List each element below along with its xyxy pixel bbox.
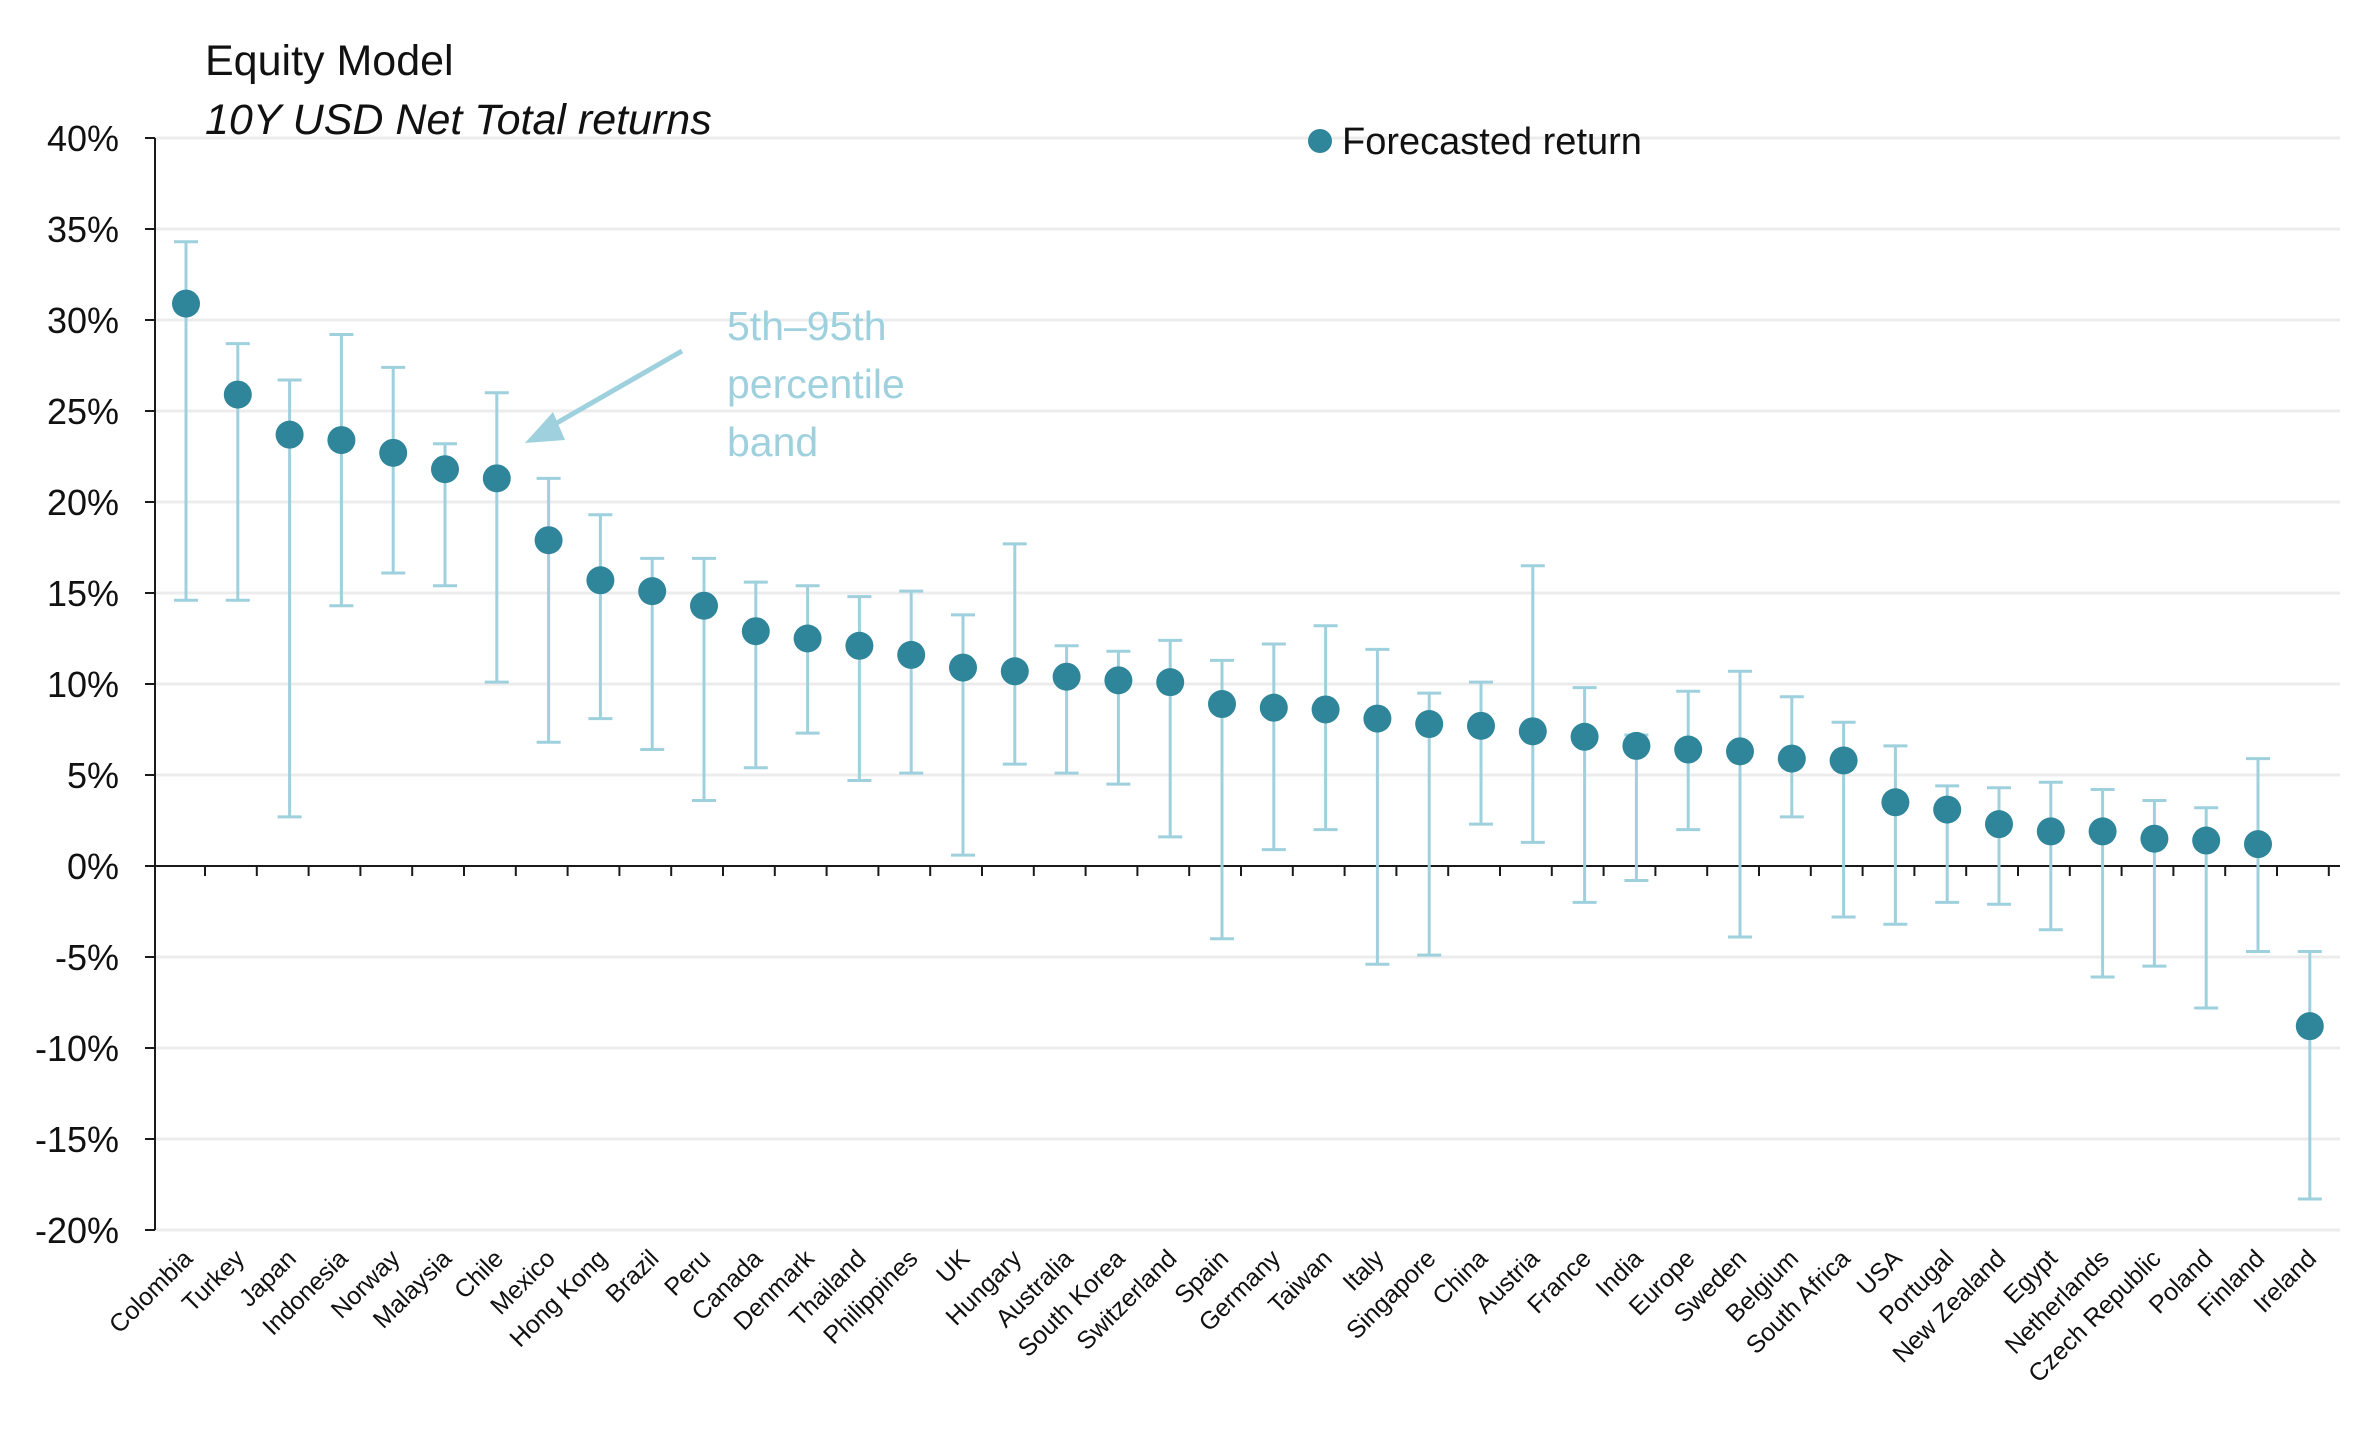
- point-15: [949, 653, 977, 682]
- percentile-bands: [174, 240, 2322, 1201]
- y-tick-label: 5%: [67, 755, 119, 796]
- point-32: [1829, 746, 1858, 775]
- point-13: [845, 631, 874, 660]
- point-24: [1415, 710, 1444, 739]
- forecast-points: [172, 289, 2324, 1041]
- point-21: [1259, 693, 1288, 722]
- point-31: [1777, 744, 1806, 773]
- point-27: [1570, 722, 1599, 751]
- point-20: [1208, 690, 1236, 719]
- point-4: [379, 438, 408, 467]
- point-33: [1881, 788, 1910, 817]
- point-1: [223, 380, 252, 409]
- point-41: [2295, 1012, 2324, 1041]
- point-36: [2036, 817, 2065, 846]
- x-axis: [155, 865, 2340, 876]
- annotation-line-1: 5th–95th: [727, 303, 887, 349]
- point-40: [2244, 830, 2272, 859]
- y-axis: -20% -15% -10% -5% 0% 5% 10% 15% 20% 25% 30% 35% 40%: [35, 118, 156, 1251]
- point-17: [1052, 662, 1081, 691]
- legend: Forecasted return: [1308, 121, 1642, 163]
- point-5: [431, 455, 459, 484]
- point-10: [690, 591, 718, 620]
- point-2: [275, 420, 304, 449]
- point-9: [638, 577, 667, 606]
- point-25: [1467, 711, 1495, 740]
- point-22: [1311, 695, 1340, 724]
- point-39: [2192, 826, 2221, 855]
- y-tick-label: 35%: [47, 209, 119, 250]
- point-11: [741, 617, 770, 646]
- grid-lines: [155, 136, 2340, 1232]
- point-37: [2088, 817, 2117, 846]
- y-tick-label: -5%: [55, 937, 119, 978]
- y-tick-label: -15%: [35, 1119, 119, 1160]
- annotation-line-3: band: [727, 419, 818, 465]
- y-tick-label: 30%: [47, 300, 119, 341]
- point-29: [1674, 735, 1703, 764]
- point-12: [793, 624, 822, 653]
- chart-title: Equity Model: [205, 37, 454, 85]
- y-tick-label: -20%: [35, 1210, 119, 1251]
- point-14: [897, 640, 926, 669]
- point-8: [586, 566, 615, 595]
- y-tick-label: 20%: [47, 482, 119, 523]
- point-28: [1622, 731, 1651, 760]
- point-19: [1156, 668, 1185, 697]
- chart-subtitle: 10Y USD Net Total returns: [205, 96, 712, 144]
- annotation-line-2: percentile: [727, 361, 905, 407]
- annotation-arrow-line: [546, 348, 684, 431]
- point-3: [327, 426, 356, 455]
- point-35: [1985, 810, 2013, 839]
- point-38: [2140, 824, 2169, 853]
- point-23: [1363, 704, 1392, 733]
- legend-label: Forecasted return: [1342, 121, 1642, 163]
- point-18: [1104, 666, 1133, 695]
- y-tick-label: -10%: [35, 1028, 119, 1069]
- annotation-arrow-head: [525, 412, 565, 443]
- point-30: [1726, 737, 1754, 766]
- point-7: [534, 526, 563, 555]
- y-tick-label: 10%: [47, 664, 119, 705]
- legend-marker: [1308, 129, 1332, 153]
- percentile-annotation: 5th–95th percentile band: [525, 303, 905, 465]
- y-tick-label: 25%: [47, 391, 119, 432]
- y-tick-label: 40%: [47, 118, 119, 159]
- point-0: [172, 289, 200, 318]
- y-tick-label: 15%: [47, 573, 119, 614]
- point-6: [482, 464, 511, 493]
- point-34: [1933, 795, 1962, 824]
- y-tick-label: 0%: [67, 846, 119, 887]
- point-26: [1518, 717, 1547, 746]
- point-16: [1000, 657, 1029, 686]
